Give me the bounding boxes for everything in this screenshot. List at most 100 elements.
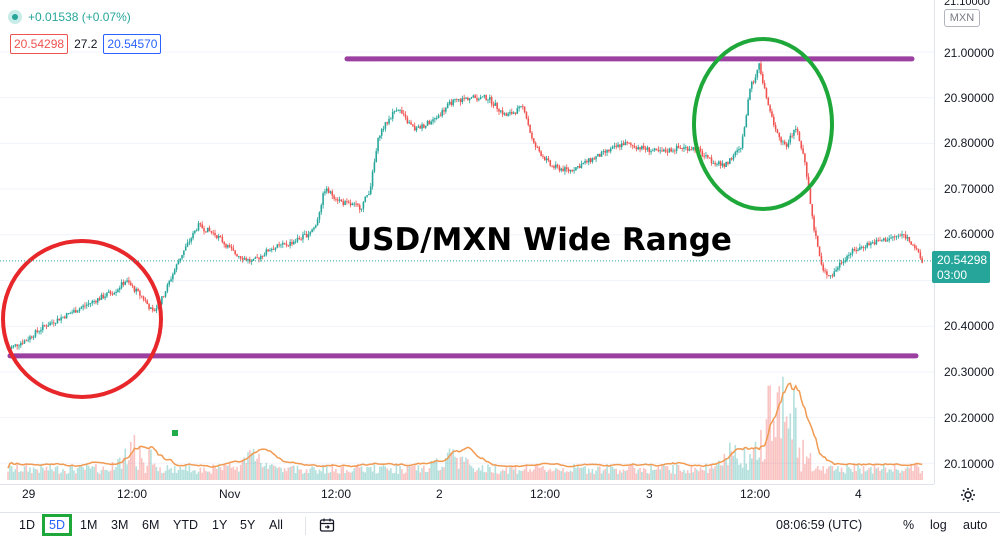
volume-bar xyxy=(216,468,218,480)
candle xyxy=(624,139,627,146)
volume-bar xyxy=(507,473,509,480)
volume-bar xyxy=(107,471,110,480)
range-1y-button[interactable]: 1Y xyxy=(212,518,228,532)
candle xyxy=(838,259,841,271)
volume-bar xyxy=(743,448,746,480)
candle xyxy=(351,202,354,206)
annotation-circle-right[interactable] xyxy=(692,37,834,211)
candle xyxy=(336,197,339,205)
candle xyxy=(912,243,914,247)
candle xyxy=(254,256,257,259)
range-1m-button[interactable]: 1M xyxy=(80,518,98,532)
volume-bar xyxy=(199,467,202,480)
candle xyxy=(375,148,378,163)
currency-selector[interactable]: MXN xyxy=(944,9,980,27)
candle xyxy=(719,160,722,169)
candle xyxy=(355,200,357,208)
candle xyxy=(63,315,66,320)
volume-bar xyxy=(554,468,557,480)
candle xyxy=(837,265,839,272)
candle xyxy=(43,324,46,327)
price-axis[interactable] xyxy=(934,0,1000,484)
candle xyxy=(170,276,172,283)
candle xyxy=(210,230,213,235)
volume-bar xyxy=(780,438,782,480)
volume-bar xyxy=(549,468,552,480)
volume-bar xyxy=(703,470,705,480)
auto-scale-toggle[interactable]: auto xyxy=(963,518,988,532)
candle xyxy=(750,80,753,93)
candle xyxy=(430,119,432,126)
volume-bar xyxy=(492,472,495,480)
volume-bar xyxy=(73,470,75,480)
volume-bar xyxy=(630,464,632,480)
volume-bar xyxy=(543,469,546,480)
range-5d-button[interactable]: 5D xyxy=(42,514,72,536)
range-ytd-button[interactable]: YTD xyxy=(173,518,198,532)
volume-bar xyxy=(754,441,757,480)
volume-bar xyxy=(472,468,475,480)
volume-bar xyxy=(344,472,346,480)
candle xyxy=(456,98,458,103)
gear-icon[interactable] xyxy=(955,484,981,506)
volume-bar xyxy=(137,469,139,480)
candle xyxy=(859,243,861,251)
volume-bar xyxy=(261,467,264,480)
candle xyxy=(494,99,497,106)
candle xyxy=(302,231,304,243)
volume-bar xyxy=(424,471,427,480)
ask-price-box[interactable]: 20.54570 xyxy=(103,34,162,54)
price-axis-label: 20.60000 xyxy=(944,227,995,241)
candle xyxy=(454,98,456,103)
volume-bar xyxy=(358,467,361,480)
volume-bar xyxy=(721,465,724,480)
calendar-range-icon[interactable] xyxy=(319,517,335,533)
candle xyxy=(410,119,412,125)
volume-bar xyxy=(710,465,713,480)
candle xyxy=(142,295,145,302)
candle xyxy=(531,130,533,141)
market-status-icon[interactable] xyxy=(8,10,22,24)
candle xyxy=(675,143,678,154)
candle xyxy=(490,95,493,108)
candle xyxy=(18,343,20,350)
volume-bar xyxy=(236,467,238,480)
volume-bar xyxy=(496,473,498,480)
candle xyxy=(401,106,403,114)
candle xyxy=(291,238,293,247)
price-chart-canvas[interactable] xyxy=(0,0,934,484)
volume-bar xyxy=(685,473,687,480)
candle xyxy=(225,243,227,249)
volume-bar xyxy=(884,467,887,480)
range-all-button[interactable]: All xyxy=(269,518,283,532)
candle xyxy=(161,295,163,306)
candle xyxy=(54,322,57,326)
candle xyxy=(102,292,105,299)
volume-bar xyxy=(820,470,823,480)
candle xyxy=(10,345,13,350)
candle xyxy=(166,282,169,294)
range-5y-button[interactable]: 5Y xyxy=(240,518,256,532)
candle xyxy=(265,247,268,257)
candle xyxy=(855,246,858,254)
annotation-circle-left[interactable] xyxy=(1,239,163,399)
candle xyxy=(98,296,101,302)
log-scale-toggle[interactable]: log xyxy=(930,518,947,532)
percent-scale-toggle[interactable]: % xyxy=(903,518,915,532)
candle xyxy=(613,142,616,149)
volume-bar xyxy=(12,471,15,480)
range-6m-button[interactable]: 6M xyxy=(142,518,160,532)
candle xyxy=(796,127,799,136)
candle xyxy=(604,148,607,157)
candle xyxy=(362,201,365,213)
utc-clock[interactable]: 08:06:59 (UTC) xyxy=(776,518,863,532)
volume-bar xyxy=(140,458,143,480)
time-axis-label: 4 xyxy=(855,487,862,501)
volume-bar xyxy=(203,467,205,480)
range-3m-button[interactable]: 3M xyxy=(111,518,129,532)
bid-price-box[interactable]: 20.54298 xyxy=(10,34,69,54)
range-1d-button[interactable]: 1D xyxy=(19,518,35,532)
volume-bar xyxy=(241,459,244,480)
time-axis[interactable] xyxy=(0,484,934,509)
candle xyxy=(582,162,585,165)
